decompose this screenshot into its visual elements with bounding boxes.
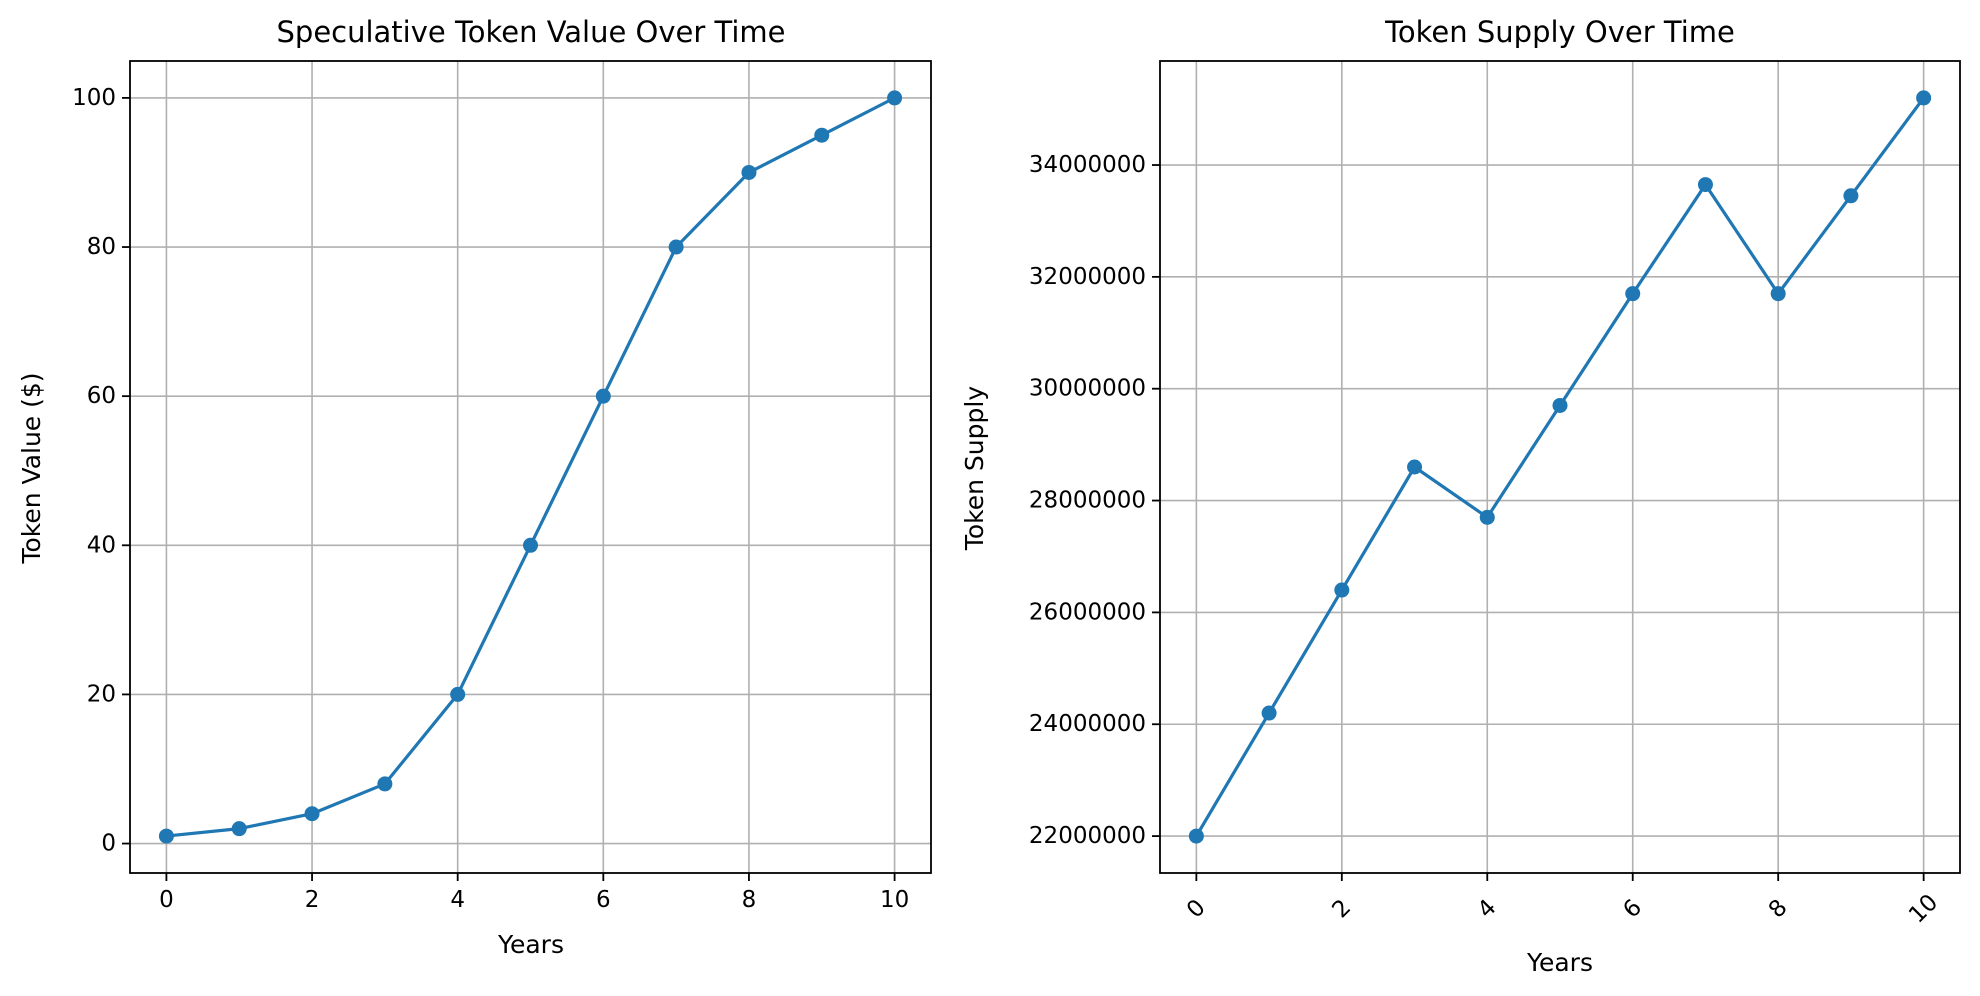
- data-point: [304, 806, 320, 822]
- data-point: [1334, 582, 1350, 598]
- data-point: [377, 776, 393, 792]
- y-tick-label: 30000000: [1029, 376, 1146, 402]
- data-point: [1843, 188, 1859, 204]
- y-tick-label: 34000000: [1029, 152, 1146, 178]
- y-tick-label: 0: [101, 831, 116, 857]
- data-point: [1479, 509, 1495, 525]
- y-tick-label: 80: [87, 234, 116, 260]
- chart-title: Token Supply Over Time: [1384, 15, 1735, 49]
- data-point: [1552, 397, 1568, 413]
- data-point: [595, 388, 611, 404]
- data-point: [1916, 90, 1932, 106]
- y-tick-label: 100: [72, 85, 116, 111]
- data-point: [1770, 286, 1786, 302]
- data-point: [814, 127, 830, 143]
- y-tick-label: 26000000: [1029, 599, 1146, 625]
- plot-frame: [129, 60, 932, 874]
- data-point: [1407, 459, 1423, 475]
- x-tick-label: 2: [305, 887, 320, 913]
- data-point: [450, 686, 466, 702]
- x-tick-label: 0: [159, 887, 174, 913]
- data-point: [231, 821, 247, 837]
- data-point: [1697, 177, 1713, 193]
- data-point: [1261, 705, 1277, 721]
- x-tick-label: 10: [880, 887, 909, 913]
- token-value-chart: Speculative Token Value Over Time Years …: [17, 15, 932, 959]
- token-supply-chart: Token Supply Over Time Years Token Suppl…: [960, 15, 1961, 977]
- x-axis-label: Years: [497, 930, 564, 959]
- y-tick-label: 20: [87, 681, 116, 707]
- y-axis-label: Token Supply: [960, 386, 989, 551]
- y-tick-label: 24000000: [1029, 711, 1146, 737]
- data-point: [741, 164, 757, 180]
- data-point: [1625, 286, 1641, 302]
- chart-title: Speculative Token Value Over Time: [277, 15, 786, 49]
- y-tick-label: 60: [87, 383, 116, 409]
- x-tick-label: 6: [596, 887, 611, 913]
- y-tick-label: 40: [87, 532, 116, 558]
- data-point: [668, 239, 684, 255]
- y-tick-label: 22000000: [1029, 823, 1146, 849]
- x-tick-label: 4: [450, 887, 465, 913]
- data-point: [158, 828, 174, 844]
- x-tick-label: 8: [742, 887, 757, 913]
- data-point: [887, 90, 903, 106]
- y-tick-label: 28000000: [1029, 488, 1146, 514]
- plot-frame: [1159, 60, 1961, 874]
- y-tick-label: 32000000: [1029, 264, 1146, 290]
- x-axis-label: Years: [1526, 948, 1593, 977]
- data-point: [1188, 828, 1204, 844]
- y-axis-label: Token Value ($): [17, 372, 46, 564]
- data-point: [523, 537, 538, 553]
